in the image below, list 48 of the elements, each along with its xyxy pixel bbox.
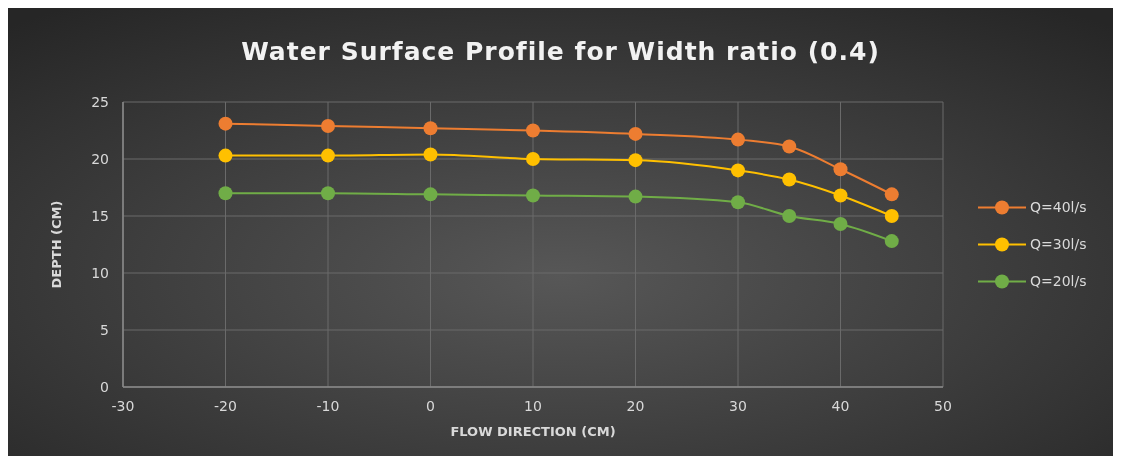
point — [628, 126, 643, 141]
point — [321, 186, 335, 201]
point — [731, 132, 745, 147]
point — [218, 116, 233, 131]
x-axis-title: FLOW DIRECTION (CM) — [450, 424, 616, 439]
legend-label: Q=40l/s — [1030, 199, 1087, 216]
x-tick-label: 50 — [934, 398, 952, 414]
chart-title: Water Surface Profile for Width ratio (0.4) — [241, 37, 880, 66]
point — [731, 195, 745, 210]
point — [833, 216, 848, 231]
point — [782, 172, 797, 187]
point — [218, 186, 233, 201]
point — [782, 139, 797, 154]
point — [884, 234, 899, 249]
point — [423, 147, 438, 162]
y-tick-label: 20 — [91, 150, 109, 167]
legend-label: Q=20l/s — [1030, 273, 1087, 290]
point — [526, 188, 540, 203]
point — [833, 188, 848, 203]
x-tick-label: -10 — [316, 398, 340, 414]
y-tick-label: 0 — [100, 378, 109, 395]
x-tick-label: 0 — [426, 398, 435, 414]
x-tick-label: 30 — [729, 398, 747, 414]
point — [423, 121, 438, 136]
x-tick-label: -20 — [214, 398, 237, 414]
y-tick-label: 10 — [91, 264, 109, 281]
point — [731, 163, 745, 178]
point — [628, 153, 643, 168]
point — [526, 152, 540, 166]
y-axis-title: DEPTH (CM) — [49, 200, 64, 289]
point — [884, 187, 899, 202]
point — [218, 148, 233, 163]
x-tick-label: -30 — [111, 398, 135, 414]
point — [423, 187, 438, 202]
point — [526, 123, 540, 138]
point — [321, 118, 335, 133]
point — [782, 209, 797, 223]
point — [628, 189, 643, 204]
point — [321, 148, 335, 163]
y-tick-label: 25 — [91, 93, 109, 110]
y-tick-label: 15 — [91, 207, 109, 224]
x-tick-label: 40 — [831, 398, 850, 414]
point — [884, 209, 899, 223]
y-tick-label: 5 — [100, 321, 109, 338]
x-tick-label: 20 — [626, 398, 645, 414]
legend-label: Q=30l/s — [1030, 236, 1087, 253]
point — [833, 162, 848, 177]
x-tick-label: 10 — [524, 398, 542, 414]
